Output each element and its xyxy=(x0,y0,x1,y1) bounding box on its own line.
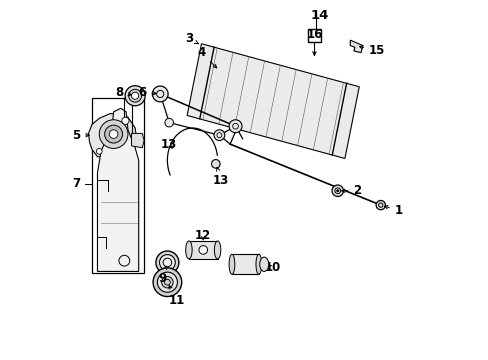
Polygon shape xyxy=(188,241,217,259)
Text: 13: 13 xyxy=(213,167,229,186)
Circle shape xyxy=(109,130,118,138)
Text: 15: 15 xyxy=(359,44,385,57)
Circle shape xyxy=(157,272,177,292)
Circle shape xyxy=(104,125,122,143)
Circle shape xyxy=(156,251,179,274)
Text: 4: 4 xyxy=(197,46,216,68)
Ellipse shape xyxy=(259,257,268,271)
Circle shape xyxy=(122,117,129,125)
Text: 14: 14 xyxy=(310,9,328,22)
Circle shape xyxy=(162,276,173,288)
Circle shape xyxy=(214,130,224,140)
Text: 13: 13 xyxy=(161,138,177,150)
Polygon shape xyxy=(97,108,139,271)
Ellipse shape xyxy=(214,241,221,259)
Ellipse shape xyxy=(228,254,234,274)
Text: 5: 5 xyxy=(72,129,89,142)
Circle shape xyxy=(99,120,128,148)
Text: 12: 12 xyxy=(195,229,211,242)
Text: 10: 10 xyxy=(264,261,281,274)
Polygon shape xyxy=(187,44,359,158)
Text: 1: 1 xyxy=(384,204,402,217)
Circle shape xyxy=(164,118,173,127)
Circle shape xyxy=(128,89,142,102)
Circle shape xyxy=(153,268,182,297)
Ellipse shape xyxy=(255,254,261,274)
Text: 2: 2 xyxy=(341,184,361,197)
Circle shape xyxy=(159,255,175,270)
Circle shape xyxy=(199,246,207,254)
Ellipse shape xyxy=(185,241,192,259)
Circle shape xyxy=(211,159,220,168)
Circle shape xyxy=(152,86,168,102)
Circle shape xyxy=(336,190,338,192)
Text: 16: 16 xyxy=(305,28,322,41)
Polygon shape xyxy=(349,40,362,53)
Polygon shape xyxy=(88,114,137,158)
Text: 9: 9 xyxy=(158,266,166,285)
Polygon shape xyxy=(131,134,144,148)
Circle shape xyxy=(96,148,102,154)
Circle shape xyxy=(228,120,242,133)
Circle shape xyxy=(131,92,139,99)
Circle shape xyxy=(125,86,145,106)
Polygon shape xyxy=(231,254,258,274)
Text: 8: 8 xyxy=(115,86,131,99)
Text: 6: 6 xyxy=(138,86,156,99)
Text: 11: 11 xyxy=(168,286,184,307)
Text: 3: 3 xyxy=(184,32,198,45)
Circle shape xyxy=(331,185,343,197)
Circle shape xyxy=(375,201,385,210)
Text: 7: 7 xyxy=(72,177,81,190)
